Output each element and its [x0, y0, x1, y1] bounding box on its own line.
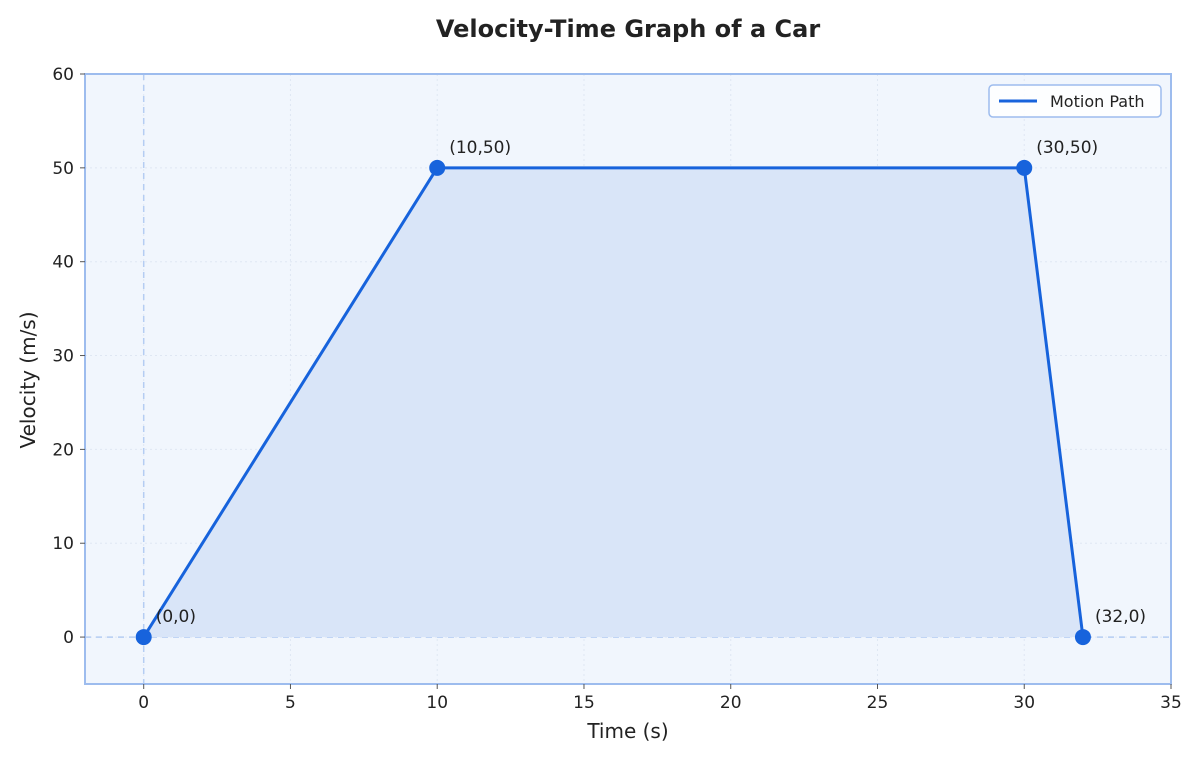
x-tick-label-1: 5	[285, 693, 296, 713]
plot-frame	[84, 73, 1172, 685]
y-axis-label: Velocity (m/s)	[16, 311, 40, 448]
x-tick-label-7: 35	[1160, 693, 1182, 713]
y-tick-label-3: 30	[52, 347, 74, 367]
point-label-2: (30,50)	[1036, 138, 1098, 158]
y-tick-label-4: 40	[52, 253, 74, 273]
x-tick-label-2: 10	[426, 693, 448, 713]
y-tick-label-5: 50	[52, 159, 74, 179]
legend-box	[988, 84, 1162, 118]
x-axis-ticks: 0 5 10 15 20 25 30 35	[138, 684, 1182, 713]
y-tick-label-6: 60	[52, 65, 74, 85]
x-tick-label-4: 20	[720, 693, 742, 713]
area-under-curve	[143, 167, 1083, 638]
data-point-2	[1016, 159, 1033, 176]
point-labels: (0,0) (10,50) (30,50) (32,0)	[156, 138, 1146, 627]
chart-title: Velocity-Time Graph of a Car	[436, 15, 820, 43]
legend-label-motion-path: Motion Path	[1050, 92, 1144, 111]
x-axis-label: Time (s)	[586, 719, 668, 743]
x-tick-label-6: 30	[1013, 693, 1035, 713]
point-label-3: (32,0)	[1095, 607, 1146, 627]
y-axis-ticks: 0 10 20 30 40 50 60	[52, 65, 85, 648]
point-label-1: (10,50)	[449, 138, 511, 158]
y-tick-label-1: 10	[52, 534, 74, 554]
x-tick-label-5: 25	[867, 693, 889, 713]
y-tick-label-2: 20	[52, 440, 74, 460]
legend: Motion Path	[988, 84, 1162, 118]
data-point-3	[1074, 629, 1091, 646]
x-tick-label-3: 15	[573, 693, 595, 713]
data-point-1	[429, 159, 446, 176]
x-tick-label-0: 0	[138, 693, 149, 713]
data-points	[135, 159, 1091, 646]
point-label-0: (0,0)	[156, 607, 196, 627]
data-point-0	[135, 629, 152, 646]
motion-path-line	[142, 166, 1085, 638]
y-tick-label-0: 0	[63, 628, 74, 648]
